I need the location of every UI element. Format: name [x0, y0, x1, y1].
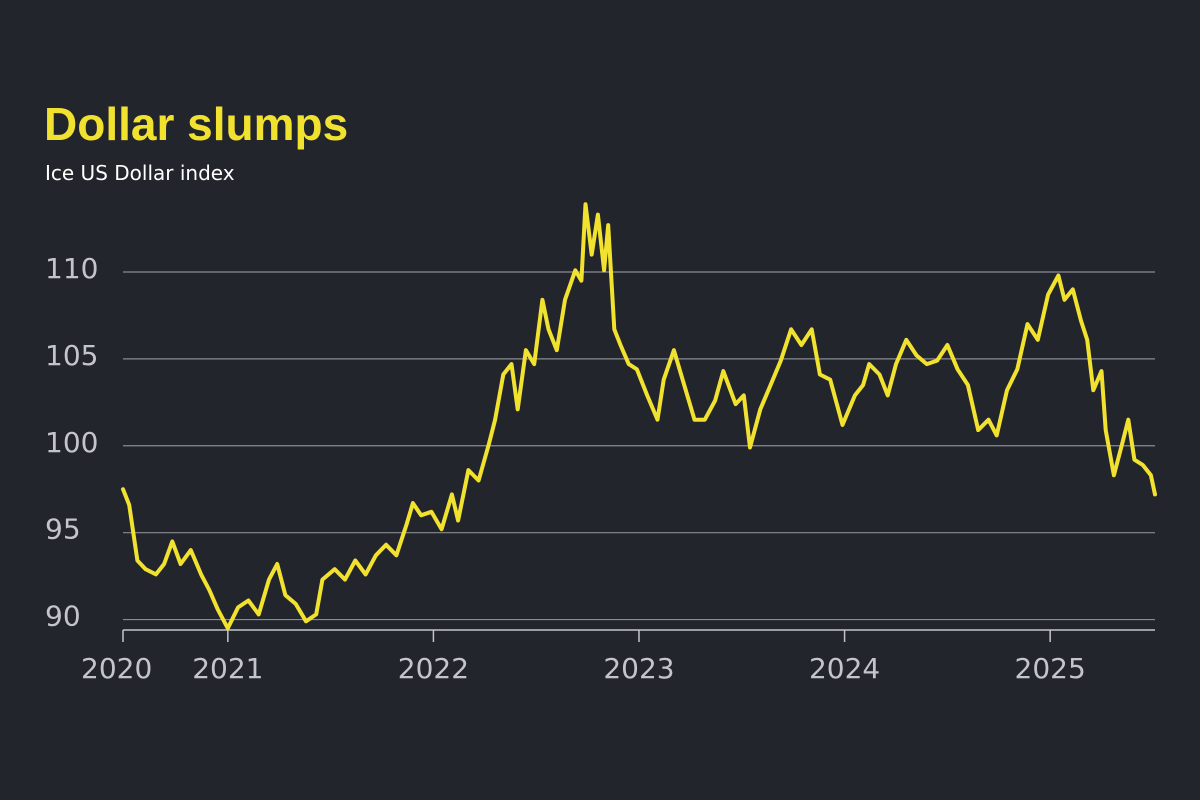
x-tick-label: 2025 — [1015, 652, 1086, 685]
y-tick-label: 100 — [45, 426, 98, 459]
x-tick-label: 2023 — [603, 652, 674, 685]
chart-title: Dollar slumps — [44, 98, 348, 150]
x-tick-label: 2020 — [81, 652, 152, 685]
y-tick-label: 90 — [45, 600, 81, 633]
x-tick-label: 2022 — [398, 652, 469, 685]
y-tick-label: 105 — [45, 339, 98, 372]
chart-subtitle: Ice US Dollar index — [45, 161, 235, 185]
data-line — [121, 202, 1157, 631]
x-tick-label: 2021 — [192, 652, 263, 685]
x-tick-label: 2024 — [809, 652, 880, 685]
y-tick-label: 95 — [45, 513, 81, 546]
y-tick-label: 110 — [45, 252, 98, 285]
